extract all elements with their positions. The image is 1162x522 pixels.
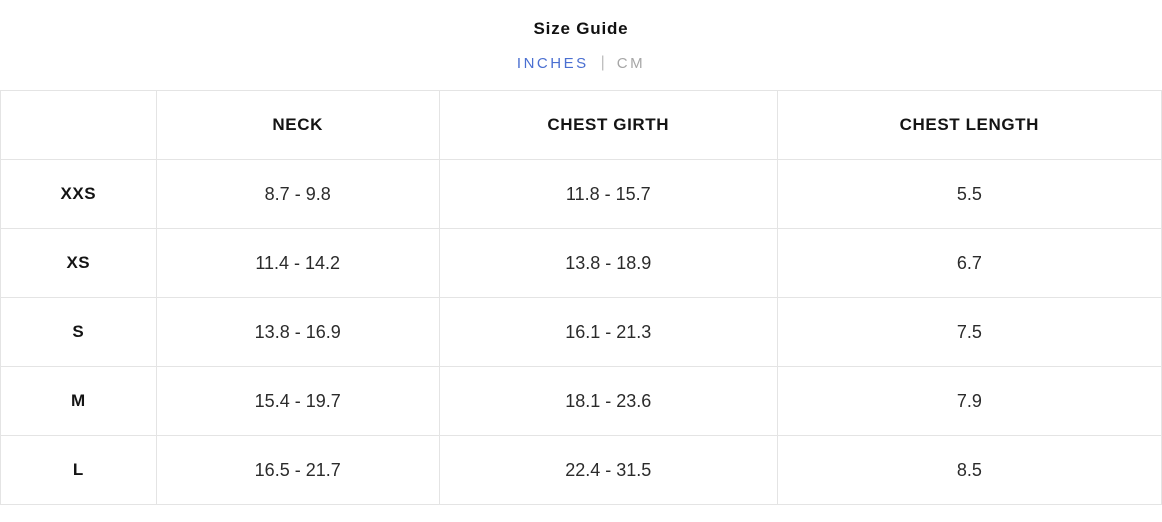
size-cell: L bbox=[0, 435, 157, 505]
unit-toggle: INCHES | CM bbox=[0, 54, 1162, 72]
table-row: XS 11.4 - 14.2 13.8 - 18.9 6.7 bbox=[0, 228, 1162, 298]
size-guide-header: Size Guide INCHES | CM bbox=[0, 0, 1162, 72]
header-cell-neck: NECK bbox=[155, 90, 440, 160]
chest-length-cell: 7.5 bbox=[776, 297, 1162, 367]
size-cell: XS bbox=[0, 228, 157, 298]
table-row: S 13.8 - 16.9 16.1 - 21.3 7.5 bbox=[0, 297, 1162, 367]
neck-cell: 13.8 - 16.9 bbox=[155, 297, 440, 367]
header-cell-chest-girth: CHEST GIRTH bbox=[438, 90, 778, 160]
chest-length-cell: 8.5 bbox=[776, 435, 1162, 505]
size-cell: S bbox=[0, 297, 157, 367]
neck-cell: 8.7 - 9.8 bbox=[155, 159, 440, 229]
table-header-row: NECK CHEST GIRTH CHEST LENGTH bbox=[0, 90, 1162, 160]
size-cell: M bbox=[0, 366, 157, 436]
table-row: L 16.5 - 21.7 22.4 - 31.5 8.5 bbox=[0, 435, 1162, 505]
header-cell-chest-length: CHEST LENGTH bbox=[776, 90, 1162, 160]
size-cell: XXS bbox=[0, 159, 157, 229]
table-row: M 15.4 - 19.7 18.1 - 23.6 7.9 bbox=[0, 366, 1162, 436]
neck-cell: 15.4 - 19.7 bbox=[155, 366, 440, 436]
header-cell-size bbox=[0, 90, 157, 160]
chest-girth-cell: 16.1 - 21.3 bbox=[438, 297, 778, 367]
chest-length-cell: 6.7 bbox=[776, 228, 1162, 298]
unit-divider: | bbox=[600, 54, 605, 71]
chest-length-cell: 5.5 bbox=[776, 159, 1162, 229]
size-guide-table: NECK CHEST GIRTH CHEST LENGTH XXS 8.7 - … bbox=[0, 90, 1162, 505]
chest-length-cell: 7.9 bbox=[776, 366, 1162, 436]
page-title: Size Guide bbox=[533, 19, 629, 38]
neck-cell: 16.5 - 21.7 bbox=[155, 435, 440, 505]
table-row: XXS 8.7 - 9.8 11.8 - 15.7 5.5 bbox=[0, 159, 1162, 229]
chest-girth-cell: 22.4 - 31.5 bbox=[438, 435, 778, 505]
neck-cell: 11.4 - 14.2 bbox=[155, 228, 440, 298]
unit-inches-button[interactable]: INCHES bbox=[516, 54, 589, 72]
chest-girth-cell: 11.8 - 15.7 bbox=[438, 159, 778, 229]
chest-girth-cell: 18.1 - 23.6 bbox=[438, 366, 778, 436]
chest-girth-cell: 13.8 - 18.9 bbox=[438, 228, 778, 298]
unit-cm-button[interactable]: CM bbox=[616, 54, 646, 72]
